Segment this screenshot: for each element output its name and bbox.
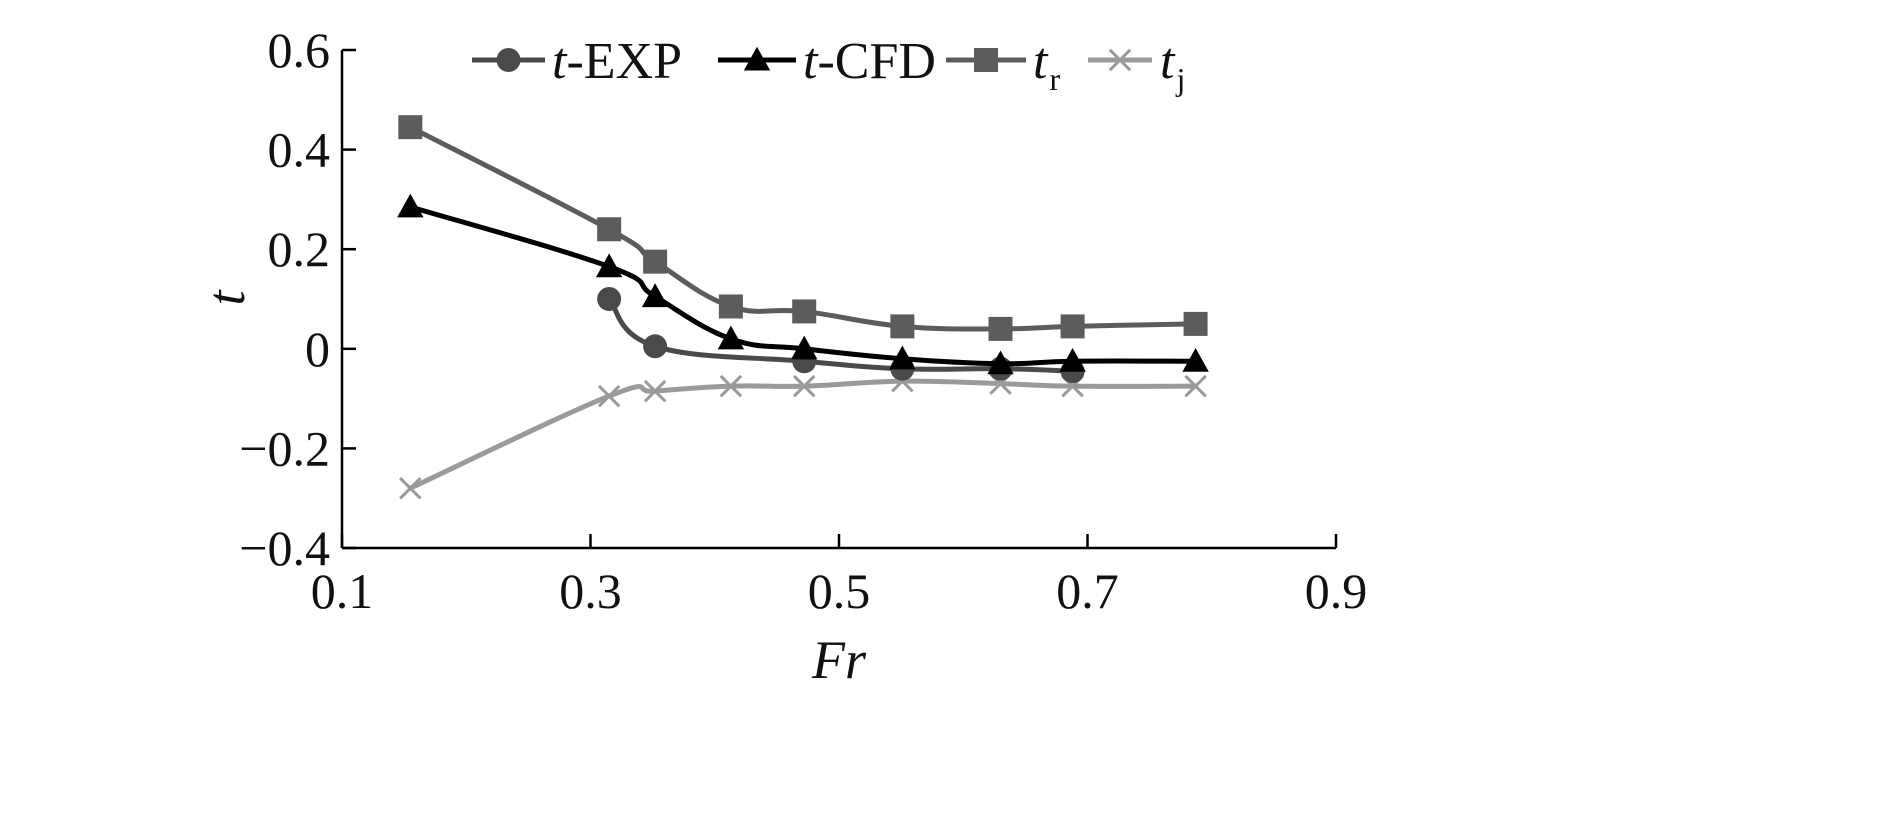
legend-label-t-j: tj: [1160, 33, 1185, 97]
legend-label-t-exp: t-EXP: [552, 33, 682, 90]
data-point-t-r: [398, 115, 422, 139]
x-tick-label: 0.7: [1056, 563, 1119, 619]
x-tick-label: 0.3: [559, 563, 622, 619]
y-tick-label: 0.4: [268, 122, 331, 178]
legend-label-rest: -CFD: [817, 33, 935, 90]
ticks: [342, 50, 1336, 548]
line-chart: −0.4−0.200.20.40.60.10.30.50.70.9 t-EXPt…: [0, 0, 1890, 826]
legend-label-sub: j: [1175, 61, 1185, 97]
y-tick-label: 0.6: [268, 22, 331, 78]
data-point-t-r: [989, 317, 1013, 341]
axes: [342, 50, 1336, 548]
legend-item-t-j: tj: [1088, 33, 1185, 97]
data-point-t-j: [599, 386, 619, 406]
series-layer: [397, 115, 1209, 498]
series-t-r: [398, 115, 1207, 341]
legend-item-t-exp: t-EXP: [472, 33, 682, 90]
data-point-t-j: [400, 478, 420, 498]
chart-container: −0.4−0.200.20.40.60.10.30.50.70.9 t-EXPt…: [0, 0, 1890, 826]
data-point-t-r: [597, 217, 621, 241]
y-axis-title: t: [196, 289, 256, 306]
data-point-t-r: [1061, 314, 1085, 338]
legend-marker-t-r: [974, 48, 998, 72]
series-line-t-j: [410, 381, 1195, 488]
data-point-t-r: [890, 314, 914, 338]
x-tick-label: 0.5: [808, 563, 871, 619]
legend-item-t-cfd: t-CFD: [718, 33, 936, 90]
legend-item-t-r: tr: [946, 33, 1060, 97]
y-tick-label: 0: [305, 321, 330, 377]
legend-label-main: t: [1033, 33, 1049, 90]
y-tick-label: 0.2: [268, 221, 331, 277]
x-tick-label: 0.9: [1305, 563, 1368, 619]
data-point-t-r: [1184, 312, 1208, 336]
data-point-t-r: [643, 250, 667, 274]
data-point-t-cfd: [397, 194, 423, 218]
legend-label-main: t: [1160, 33, 1176, 90]
data-point-t-r: [792, 299, 816, 323]
series-line-t-r: [410, 127, 1195, 329]
series-t-j: [400, 371, 1206, 498]
legend-marker-t-exp: [497, 48, 521, 72]
x-tick-label: 0.1: [311, 563, 374, 619]
legend-label-sub: r: [1049, 61, 1060, 97]
series-t-cfd: [397, 194, 1209, 375]
legend-label-rest: -EXP: [566, 33, 682, 90]
legend-label-t-r: tr: [1033, 33, 1060, 97]
legend-label-t-cfd: t-CFD: [803, 33, 936, 90]
x-axis-title: Fr: [811, 630, 867, 690]
data-point-t-r: [719, 294, 743, 318]
data-point-t-exp: [597, 287, 621, 311]
y-tick-label: −0.2: [239, 420, 330, 476]
legend: t-EXPt-CFDtrtj: [472, 33, 1185, 97]
data-point-t-exp: [643, 334, 667, 358]
